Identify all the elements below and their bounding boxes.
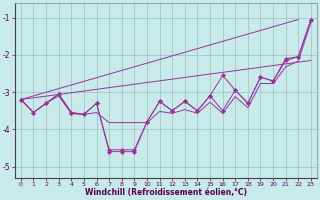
X-axis label: Windchill (Refroidissement éolien,°C): Windchill (Refroidissement éolien,°C) <box>85 188 247 197</box>
